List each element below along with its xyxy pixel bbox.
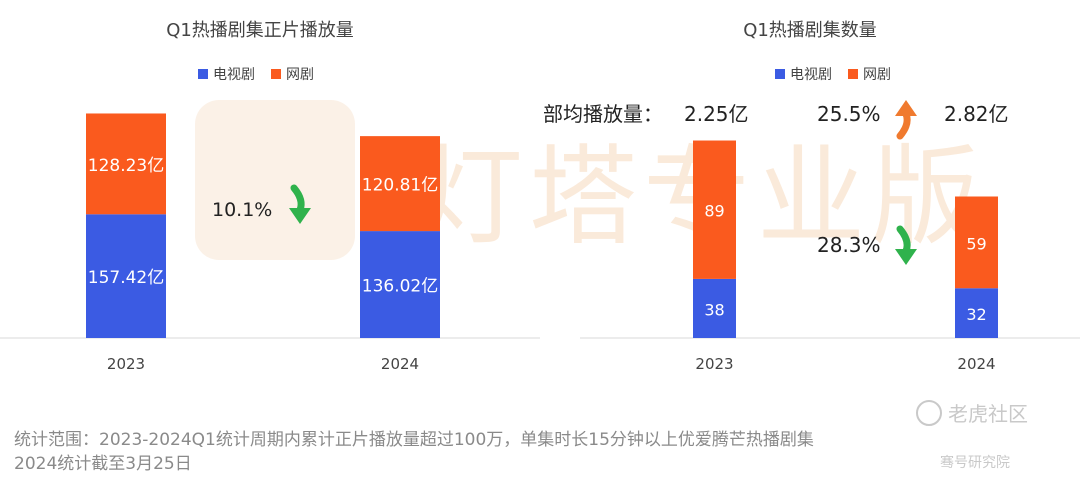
- down-arrow-icon: [289, 208, 311, 224]
- legend-label: 电视剧: [790, 67, 832, 83]
- legend-swatch-tv: [775, 69, 785, 79]
- legend-item: 电视剧: [198, 64, 255, 84]
- data-label: 120.81亿: [362, 176, 438, 196]
- down-arrow-icon: [895, 249, 917, 265]
- brand-name: 老虎社区: [948, 402, 1028, 426]
- chart-title: Q1热播剧集数量: [743, 20, 877, 41]
- annotation-value: 2.25亿: [684, 102, 749, 126]
- bar-segment: [360, 231, 440, 338]
- legend-swatch-tv: [198, 69, 208, 79]
- bar-segment: [693, 278, 736, 338]
- chart-plot: 157.42亿 128.23亿 2023 136.02亿 120.81亿 2024 10.1…: [0, 113, 540, 373]
- x-tick-label: 2024: [957, 355, 995, 373]
- brand-logo-icon: [916, 399, 942, 426]
- data-label: 59: [966, 234, 986, 253]
- data-label: 89: [704, 202, 724, 221]
- legend-item: 网剧: [271, 64, 314, 84]
- data-label: 128.23亿: [88, 156, 164, 176]
- footer-line: 2024统计截至3月25日: [14, 454, 192, 474]
- bar-segment: [360, 136, 440, 232]
- data-label: 136.02亿: [362, 277, 438, 297]
- legend-swatch-web: [848, 69, 858, 79]
- data-label: 157.42亿: [88, 268, 164, 288]
- bar-segment: [955, 196, 998, 289]
- bar-segment: [693, 140, 736, 279]
- legend-item: 电视剧: [775, 64, 832, 84]
- annotation-text: 28.3%: [817, 233, 881, 257]
- data-label: 38: [704, 300, 724, 319]
- brand-watermark: 老虎社区: [916, 398, 1028, 427]
- legend: 电视剧 网剧: [198, 64, 314, 84]
- arrow-shaft: [896, 225, 911, 255]
- annotation-text: 部均播放量：: [543, 102, 663, 126]
- data-label: 32: [966, 305, 986, 324]
- chart-title: Q1热播剧集正片播放量: [166, 20, 354, 41]
- x-tick-label: 2024: [381, 355, 419, 373]
- chart-plot: 38 89 2023 32 59 2024 部均播放量： 2.25亿 25.5% 2.82亿 28.…: [543, 100, 1080, 373]
- chart-right: Q1热播剧集数量 电视剧 网剧 38 89 2023 32 59 2024 部均播放量： 2.…: [540, 0, 1080, 410]
- bar-segment: [86, 113, 166, 215]
- brand-sub-watermark: 骞号研究院: [940, 455, 1010, 471]
- bar-segment: [86, 214, 166, 338]
- arrow-shaft: [290, 184, 305, 214]
- x-tick-label: 2023: [695, 355, 733, 373]
- annotation-value: 2.82亿: [944, 102, 1009, 126]
- legend-label: 网剧: [863, 67, 891, 83]
- chart-left: Q1热播剧集正片播放量 电视剧 网剧 157.42亿 128.23亿 2023 136…: [0, 0, 540, 410]
- annotation-text: 25.5%: [817, 102, 881, 126]
- up-arrow-icon: [895, 100, 917, 116]
- x-tick-label: 2023: [107, 355, 145, 373]
- footer-note: 统计范围：2023-2024Q1统计周期内累计正片播放量超过100万，单集时长1…: [14, 428, 1074, 476]
- annotation-text: 10.1%: [212, 199, 272, 221]
- bar-segment: [955, 288, 998, 338]
- legend-label: 电视剧: [213, 67, 255, 83]
- arrow-shaft: [896, 110, 911, 140]
- legend-label: 网剧: [286, 67, 314, 83]
- footer-line: 统计范围：2023-2024Q1统计周期内累计正片播放量超过100万，单集时长1…: [14, 430, 814, 450]
- legend: 电视剧 网剧: [775, 64, 891, 84]
- legend-swatch-web: [271, 69, 281, 79]
- legend-item: 网剧: [848, 64, 891, 84]
